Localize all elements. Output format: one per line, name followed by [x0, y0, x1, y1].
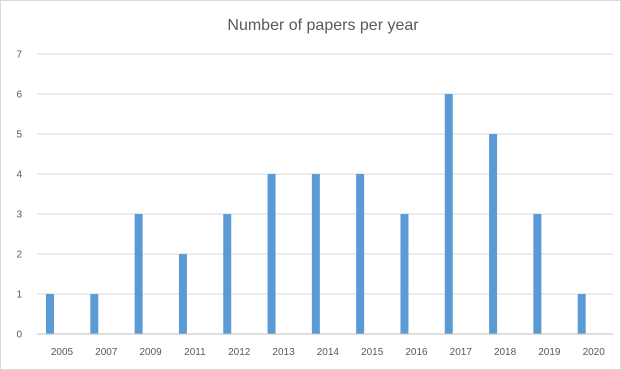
- chart-title: Number of papers per year: [227, 17, 419, 34]
- bar-2014: [311, 174, 320, 334]
- y-tick-label: 5: [16, 130, 22, 141]
- bar-2017: [444, 94, 453, 334]
- y-axis-ticks: 0 1 2 3 4 5 6 7: [16, 50, 22, 341]
- x-tick-label: 2018: [494, 347, 517, 358]
- x-axis-ticks: 2005 2007 2009 2011 2012 2013 2014 2015 2016 2017…: [51, 347, 605, 358]
- y-tick-label: 6: [16, 90, 22, 101]
- y-tick-label: 4: [16, 170, 22, 181]
- bar-2012: [223, 214, 232, 334]
- y-tick-label: 7: [16, 50, 22, 61]
- x-tick-label: 2015: [361, 347, 384, 358]
- x-tick-label: 2017: [450, 347, 473, 358]
- x-tick-label: 2005: [51, 347, 74, 358]
- bar-2018: [489, 134, 498, 334]
- x-tick-label: 2014: [317, 347, 340, 358]
- bar-2005: [46, 294, 54, 334]
- bar-2015: [356, 174, 365, 334]
- x-tick-label: 2012: [228, 347, 251, 358]
- bar-2016: [400, 214, 409, 334]
- x-tick-label: 2020: [583, 347, 606, 358]
- y-tick-label: 1: [16, 290, 22, 301]
- bar-2007: [90, 294, 99, 334]
- y-tick-label: 2: [16, 250, 22, 261]
- x-tick-label: 2019: [538, 347, 561, 358]
- bar-2020: [577, 294, 586, 334]
- y-tick-label: 0: [16, 330, 22, 341]
- bars: [46, 94, 586, 334]
- x-tick-label: 2009: [139, 347, 162, 358]
- x-tick-label: 2011: [184, 347, 206, 358]
- bar-2009: [134, 214, 143, 334]
- x-tick-label: 2013: [272, 347, 295, 358]
- x-tick-label: 2007: [95, 347, 118, 358]
- bar-2013: [267, 174, 276, 334]
- y-tick-label: 3: [16, 210, 22, 221]
- x-tick-label: 2016: [405, 347, 428, 358]
- bar-2011: [178, 254, 187, 334]
- bar-2019: [533, 214, 542, 334]
- gridlines: [37, 53, 613, 295]
